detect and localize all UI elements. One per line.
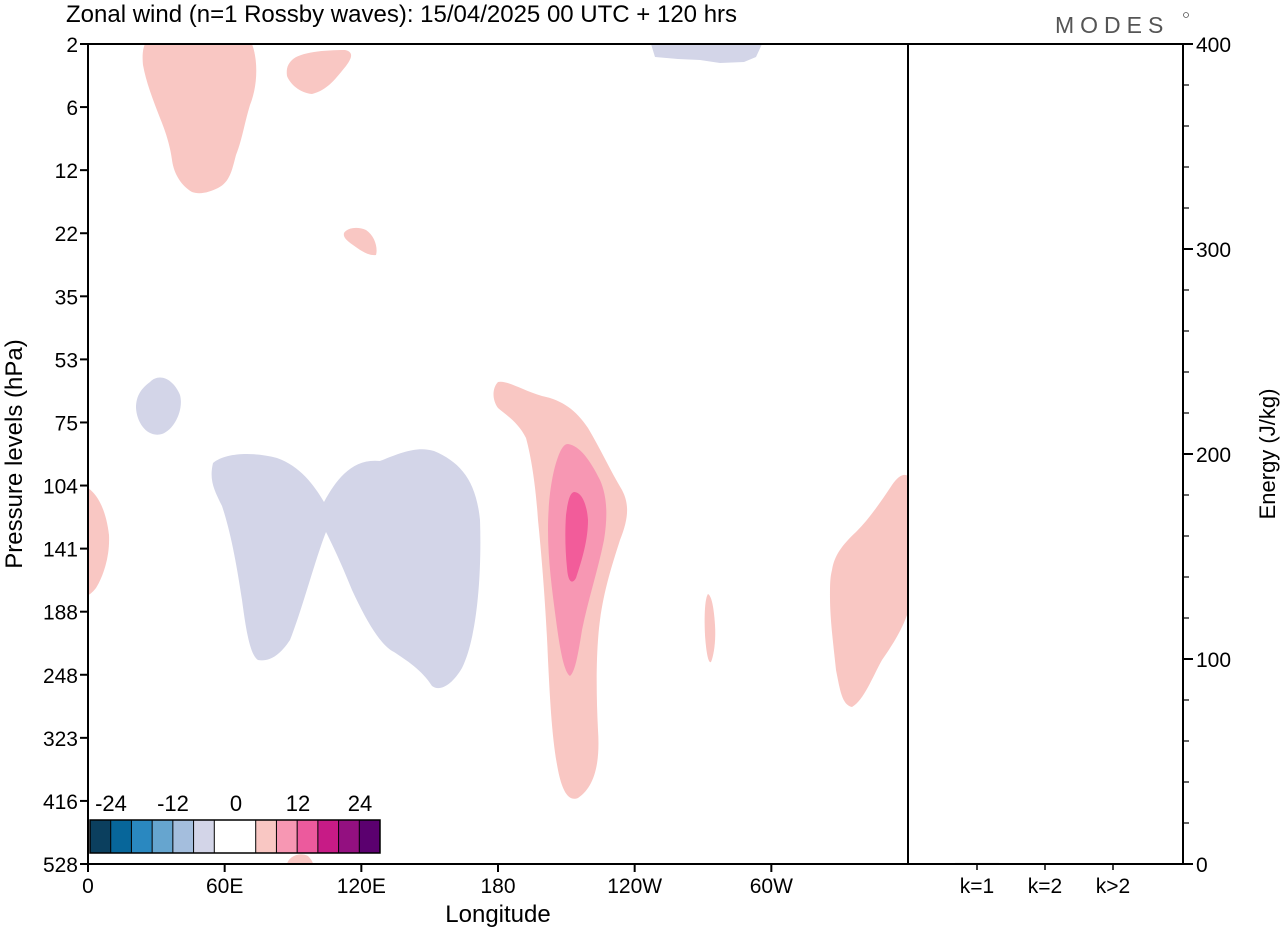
colorbar-swatch [172,820,194,853]
colorbar-swatch [317,820,339,853]
colorbar-label: 0 [230,791,242,816]
colorbar-frame [89,819,381,854]
energy-bars [955,862,1135,865]
contour-positive [287,854,313,864]
colorbar-label: -12 [157,791,189,816]
colorbar-swatch [214,820,236,853]
tick-layer [80,43,1193,872]
energy-axis-label: Energy (J/kg) [1255,389,1280,520]
energy-category-label: k>2 [1096,875,1130,898]
brand-logo: MODES [1055,12,1169,38]
x-tick-label: 120E [337,875,386,898]
y-axis-label: Pressure levels (hPa) [1,339,28,568]
colorbar-legend: -24 -12 0 12 24 [89,791,381,854]
colorbar-label: -24 [95,791,127,816]
y-tick-label: 104 [43,476,78,499]
energy-tick-label: 0 [1196,854,1208,877]
y-tick-label: 2 [66,34,78,57]
y-tick-label: 416 [43,791,78,814]
y-tick-label: 75 [55,412,78,435]
x-tick-label: 0 [82,875,94,898]
contour-positive-core [565,492,588,582]
contour-positive [88,488,110,595]
contour-positive [343,227,377,256]
contour-layer [88,44,908,864]
contour-negative [651,44,762,63]
y-tick-label: 12 [55,160,78,183]
x-tick-label: 120W [607,875,662,898]
colorbar-label: 12 [286,791,310,816]
colorbar-swatch [359,820,381,853]
contour-positive [830,474,908,707]
y-tick-label: 35 [55,286,78,309]
colorbar-swatch [338,820,360,853]
y-tick-label: 6 [66,97,78,120]
colorbar-swatch [131,820,153,853]
y-tick-label: 528 [43,854,78,877]
contour-negative [211,449,481,689]
y-tick-label: 248 [43,665,78,688]
x-tick-label: 60W [750,875,793,898]
contour-positive [142,44,257,194]
colorbar-swatch [255,820,277,853]
energy-bar [955,862,999,864]
energy-bar [1091,863,1135,865]
energy-bar [1023,863,1067,865]
colorbar-swatch [110,820,132,853]
contour-positive [286,50,352,94]
colorbar-swatch [235,820,257,853]
contour-positive [704,594,716,663]
x-tick-label: 180 [480,875,515,898]
y-tick-label: 53 [55,349,78,372]
brand-registered-mark [1183,12,1189,18]
y-tick-label: 141 [43,539,78,562]
y-tick-label: 22 [55,223,78,246]
energy-tick-label: 200 [1196,444,1231,467]
energy-category-label: k=2 [1028,875,1062,898]
contour-negative [136,377,181,435]
energy-tick-label: 300 [1196,239,1231,262]
y-tick-label: 188 [43,602,78,625]
energy-plot-frame [907,43,1184,865]
energy-category-label: k=1 [960,875,994,898]
colorbar-swatch [90,820,112,853]
energy-tick-label: 400 [1196,34,1231,57]
colorbar-swatch [193,820,215,853]
chart-title: Zonal wind (n=1 Rossby waves): 15/04/202… [66,1,737,28]
energy-tick-label: 100 [1196,649,1231,672]
x-tick-label: 60E [206,875,243,898]
colorbar-swatch [276,820,298,853]
colorbar-swatch [152,820,174,853]
y-tick-label: 323 [43,728,78,751]
x-axis-label: Longitude [445,901,550,928]
colorbar-swatch [297,820,319,853]
colorbar-label: 24 [348,791,372,816]
